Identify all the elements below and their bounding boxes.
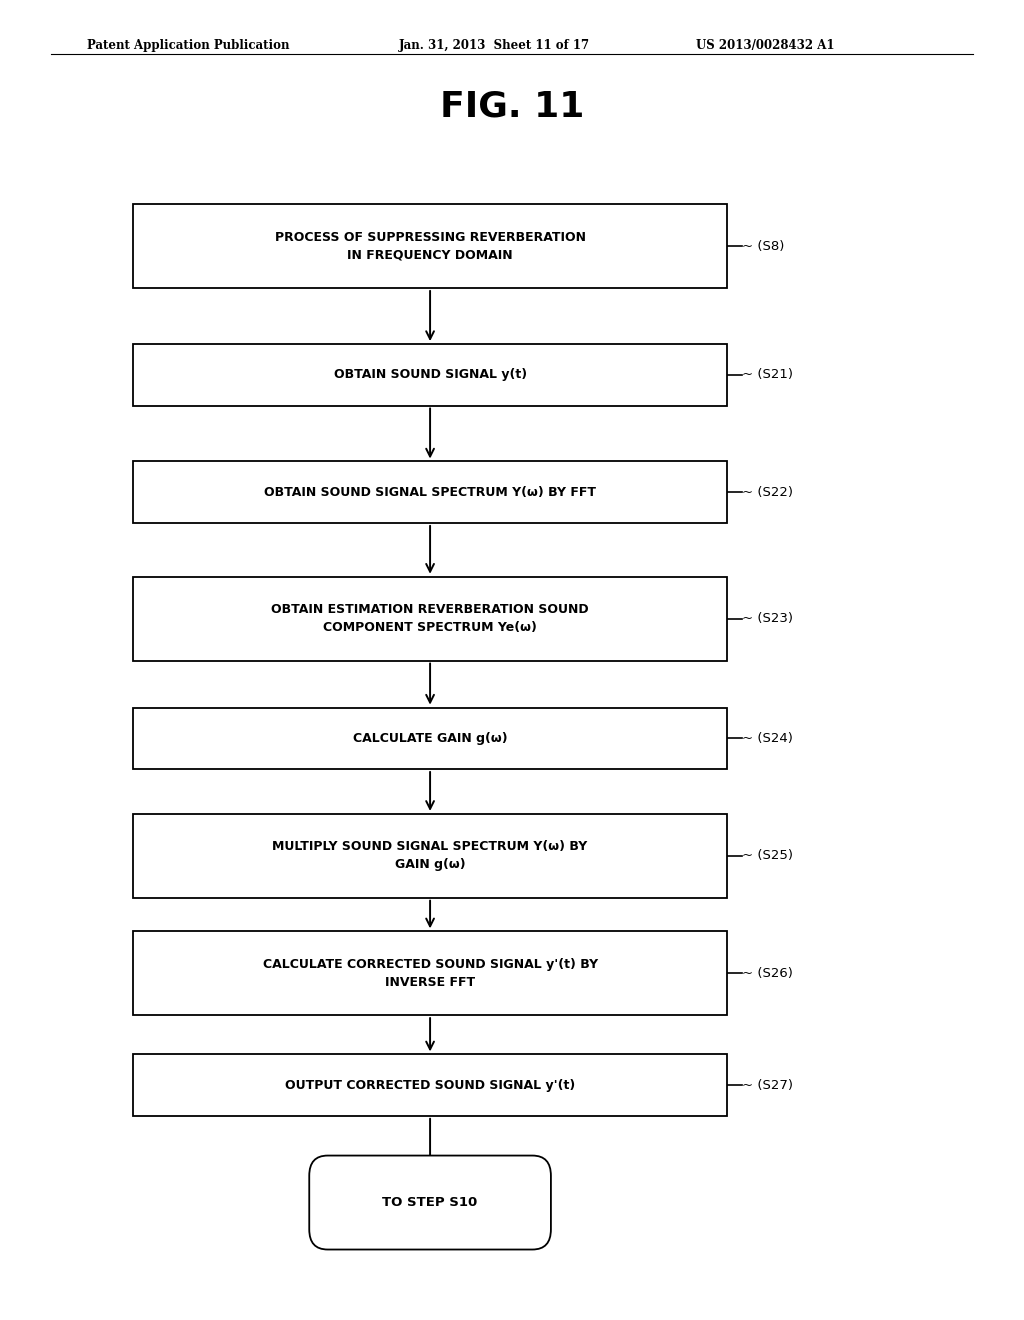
Text: ~ (S26): ~ (S26) bbox=[742, 966, 794, 979]
Text: ~ (S25): ~ (S25) bbox=[742, 849, 794, 862]
Text: ~ (S21): ~ (S21) bbox=[742, 368, 794, 381]
Text: TO STEP S10: TO STEP S10 bbox=[382, 1196, 478, 1209]
Text: OBTAIN SOUND SIGNAL y(t): OBTAIN SOUND SIGNAL y(t) bbox=[334, 368, 526, 381]
Text: Patent Application Publication: Patent Application Publication bbox=[87, 40, 290, 53]
FancyBboxPatch shape bbox=[133, 1055, 727, 1115]
FancyBboxPatch shape bbox=[133, 462, 727, 523]
FancyBboxPatch shape bbox=[133, 708, 727, 770]
FancyBboxPatch shape bbox=[133, 932, 727, 1015]
Text: ~ (S22): ~ (S22) bbox=[742, 486, 794, 499]
FancyBboxPatch shape bbox=[133, 345, 727, 405]
Text: CALCULATE GAIN g(ω): CALCULATE GAIN g(ω) bbox=[352, 731, 508, 744]
Text: CALCULATE CORRECTED SOUND SIGNAL y'(t) BY
INVERSE FFT: CALCULATE CORRECTED SOUND SIGNAL y'(t) B… bbox=[262, 958, 598, 989]
Text: Jan. 31, 2013  Sheet 11 of 17: Jan. 31, 2013 Sheet 11 of 17 bbox=[399, 40, 591, 53]
Text: US 2013/0028432 A1: US 2013/0028432 A1 bbox=[696, 40, 835, 53]
Text: OUTPUT CORRECTED SOUND SIGNAL y'(t): OUTPUT CORRECTED SOUND SIGNAL y'(t) bbox=[285, 1078, 575, 1092]
FancyBboxPatch shape bbox=[133, 577, 727, 660]
Text: ~ (S8): ~ (S8) bbox=[742, 240, 784, 252]
FancyBboxPatch shape bbox=[309, 1155, 551, 1250]
Text: ~ (S23): ~ (S23) bbox=[742, 612, 794, 626]
Text: ~ (S24): ~ (S24) bbox=[742, 731, 794, 744]
FancyBboxPatch shape bbox=[133, 814, 727, 898]
Text: OBTAIN ESTIMATION REVERBERATION SOUND
COMPONENT SPECTRUM Ye(ω): OBTAIN ESTIMATION REVERBERATION SOUND CO… bbox=[271, 603, 589, 634]
Text: ~ (S27): ~ (S27) bbox=[742, 1078, 794, 1092]
Text: PROCESS OF SUPPRESSING REVERBERATION
IN FREQUENCY DOMAIN: PROCESS OF SUPPRESSING REVERBERATION IN … bbox=[274, 231, 586, 261]
FancyBboxPatch shape bbox=[133, 205, 727, 288]
Text: OBTAIN SOUND SIGNAL SPECTRUM Y(ω) BY FFT: OBTAIN SOUND SIGNAL SPECTRUM Y(ω) BY FFT bbox=[264, 486, 596, 499]
Text: MULTIPLY SOUND SIGNAL SPECTRUM Y(ω) BY
GAIN g(ω): MULTIPLY SOUND SIGNAL SPECTRUM Y(ω) BY G… bbox=[272, 841, 588, 871]
Text: FIG. 11: FIG. 11 bbox=[440, 90, 584, 124]
